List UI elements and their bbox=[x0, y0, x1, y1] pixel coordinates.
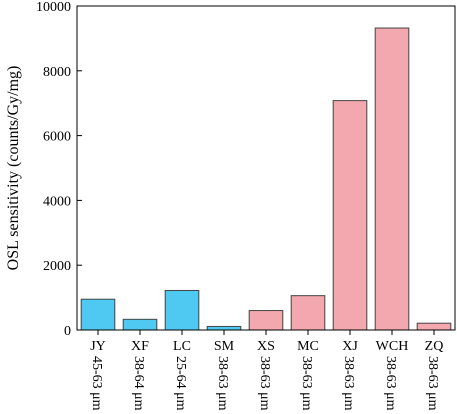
y-tick-label: 6000 bbox=[43, 130, 71, 145]
x-tick-range-label: 45-63 μm bbox=[89, 356, 104, 411]
x-tick-range-label: 38-64 μm bbox=[131, 356, 146, 411]
y-tick-label: 4000 bbox=[43, 194, 71, 209]
y-tick-label: 0 bbox=[64, 324, 71, 339]
x-tick-range-label: 38-63 μm bbox=[383, 356, 398, 411]
x-tick-range-label: 38-63 μm bbox=[341, 356, 356, 411]
plot-frame bbox=[76, 5, 456, 331]
x-tick-range-label: 38-63 μm bbox=[215, 356, 230, 411]
x-tick-label: XJ bbox=[342, 339, 358, 354]
x-tick-label: WCH bbox=[376, 339, 409, 354]
bar-xj bbox=[332, 100, 368, 331]
x-tick-range-label: 25-64 μm bbox=[173, 356, 188, 411]
bar-lc bbox=[164, 289, 200, 331]
x-tick-label: ZQ bbox=[425, 339, 444, 354]
bar-xf bbox=[122, 318, 158, 331]
x-tick-label: SM bbox=[214, 339, 235, 354]
x-tick-label: LC bbox=[173, 339, 191, 354]
y-tick-label: 2000 bbox=[43, 259, 71, 274]
x-tick-label: XS bbox=[257, 339, 275, 354]
x-tick-label: XF bbox=[131, 339, 149, 354]
x-axis-ticks: JY 45-63 μm XF 38-64 μm LC 25-64 μm SM 38-63 μm… bbox=[89, 330, 443, 411]
bar-xs bbox=[248, 310, 284, 331]
x-tick-label: MC bbox=[297, 339, 319, 354]
bar-jy bbox=[80, 298, 116, 331]
x-tick-range-label: 38-63 μm bbox=[299, 356, 314, 411]
x-tick-range-label: 38-63 μm bbox=[257, 356, 272, 411]
bar-mc bbox=[290, 295, 326, 331]
y-tick-label: 10000 bbox=[36, 0, 71, 15]
y-axis-label: OSL sensitivity (counts/Gy/mg) bbox=[5, 66, 22, 271]
y-tick-label: 8000 bbox=[43, 65, 71, 80]
y-axis-ticks: 0 2000 4000 6000 8000 10000 bbox=[36, 0, 82, 339]
x-tick-label: JY bbox=[90, 339, 106, 354]
x-tick-range-label: 38-63 μm bbox=[425, 356, 440, 411]
bar-sm bbox=[206, 325, 242, 331]
bar-wch bbox=[374, 27, 410, 331]
bar-zq bbox=[416, 322, 452, 331]
bars-layer bbox=[80, 27, 452, 331]
